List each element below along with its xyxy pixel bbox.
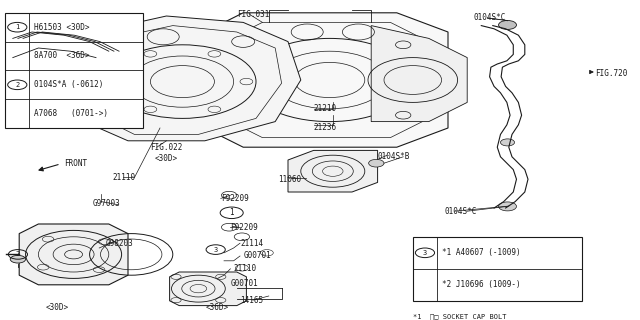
Circle shape xyxy=(10,255,26,263)
Text: FIG.720: FIG.720 xyxy=(595,69,628,78)
Text: 3: 3 xyxy=(214,247,218,252)
Text: 1: 1 xyxy=(15,24,19,30)
Text: FIG.031: FIG.031 xyxy=(237,10,269,19)
Polygon shape xyxy=(64,16,301,141)
Text: G97003: G97003 xyxy=(93,199,120,208)
Text: 0104S*B: 0104S*B xyxy=(378,152,410,161)
Text: 2: 2 xyxy=(16,252,20,257)
Text: 0104S*C: 0104S*C xyxy=(445,207,477,216)
Text: F92209: F92209 xyxy=(221,194,248,203)
Text: A7068   (0701->): A7068 (0701->) xyxy=(34,109,108,118)
Polygon shape xyxy=(371,26,467,122)
Text: *2 J10696 (1009-): *2 J10696 (1009-) xyxy=(442,280,520,289)
Polygon shape xyxy=(205,13,448,147)
Text: 21110: 21110 xyxy=(234,264,257,273)
Circle shape xyxy=(500,139,515,146)
Text: <30D>: <30D> xyxy=(155,154,178,163)
Text: 21114: 21114 xyxy=(240,239,263,248)
Text: 2: 2 xyxy=(15,82,19,88)
Text: 3: 3 xyxy=(423,250,427,256)
Text: 21210: 21210 xyxy=(314,104,337,113)
Text: 8A700  <36D>: 8A700 <36D> xyxy=(34,52,90,60)
Text: 14165: 14165 xyxy=(240,296,263,305)
Polygon shape xyxy=(19,224,128,285)
Circle shape xyxy=(92,47,107,55)
Text: 0104S*A (-0612): 0104S*A (-0612) xyxy=(34,80,103,89)
Text: 21110: 21110 xyxy=(112,173,135,182)
Text: FIG.022: FIG.022 xyxy=(150,143,183,152)
Text: FRONT: FRONT xyxy=(64,159,87,168)
Bar xyxy=(5,13,143,128)
Text: G00701: G00701 xyxy=(243,252,271,260)
Text: <30D>: <30D> xyxy=(46,303,69,312)
Text: 0104S*C: 0104S*C xyxy=(474,13,506,22)
Circle shape xyxy=(499,20,516,29)
Circle shape xyxy=(369,159,384,167)
Text: 11060: 11060 xyxy=(278,175,301,184)
Text: 21236: 21236 xyxy=(314,124,337,132)
Text: G98203: G98203 xyxy=(106,239,133,248)
Bar xyxy=(413,237,582,301)
Polygon shape xyxy=(170,272,246,306)
Text: 1: 1 xyxy=(229,208,234,217)
Text: F92209: F92209 xyxy=(230,223,258,232)
Text: H61503 <30D>: H61503 <30D> xyxy=(34,23,90,32)
Polygon shape xyxy=(288,150,378,192)
Text: *1 A40607 (-1009): *1 A40607 (-1009) xyxy=(442,248,520,257)
Text: *1  Ⓢ□ SOCKET CAP BOLT: *1 Ⓢ□ SOCKET CAP BOLT xyxy=(413,314,506,320)
Circle shape xyxy=(499,202,516,211)
Text: <36D>: <36D> xyxy=(206,303,229,312)
Text: G00701: G00701 xyxy=(230,279,258,288)
